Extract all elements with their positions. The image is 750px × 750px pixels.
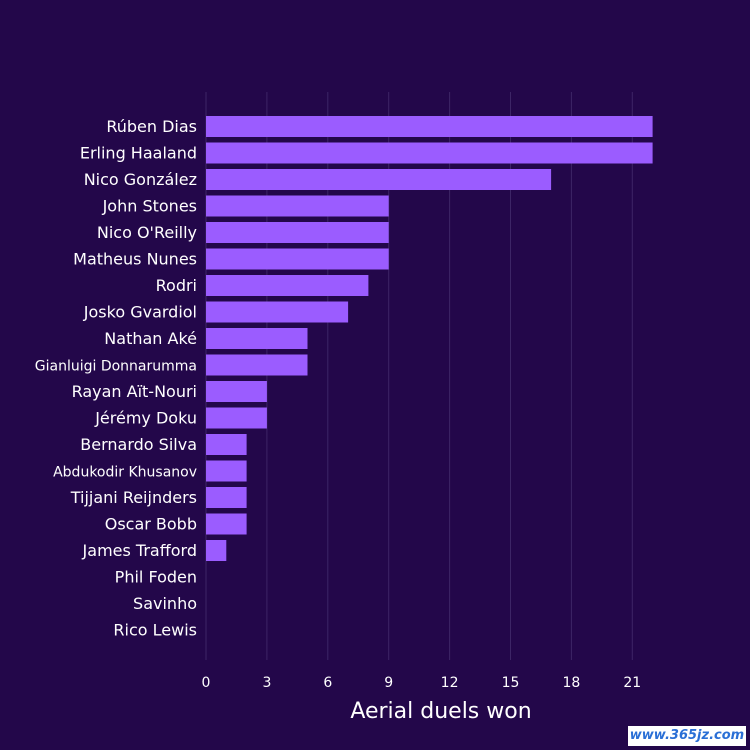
bar (206, 513, 247, 535)
watermark: www.365jz.com (628, 726, 746, 746)
bar (206, 116, 653, 137)
category-label: Oscar Bobb (105, 515, 197, 534)
category-label: Nico O'Reilly (97, 223, 197, 242)
bars (206, 116, 653, 561)
category-label: Tijjani Reijnders (70, 488, 197, 507)
bar (206, 275, 369, 296)
category-label: John Stones (102, 197, 197, 216)
category-label: Josko Gvardiol (83, 303, 197, 322)
x-tick-label: 3 (262, 675, 271, 691)
bar (206, 169, 552, 190)
category-labels: Rúben Dias Erling Haaland Nico González Joh… (35, 117, 197, 640)
bar (206, 328, 308, 349)
bar (206, 354, 308, 376)
category-label: Bernardo Silva (80, 435, 197, 454)
x-tick-label: 0 (202, 675, 211, 691)
category-label: Rúben Dias (106, 117, 197, 136)
category-label: Gianluigi Donnarumma (35, 359, 197, 375)
x-tick-labels: 0 3 6 9 12 15 18 21 (202, 675, 642, 691)
category-label: Rico Lewis (113, 621, 197, 640)
category-label: Rayan Aït-Nouri (72, 382, 197, 401)
bar (206, 487, 247, 508)
category-label: Matheus Nunes (73, 250, 197, 269)
category-label: Abdukodir Khusanov (53, 465, 197, 481)
x-tick-label: 9 (384, 675, 393, 691)
category-label: Nathan Aké (104, 329, 197, 348)
category-label: Savinho (133, 594, 197, 613)
category-label: Rodri (156, 276, 197, 295)
category-label: Jérémy Doku (94, 409, 197, 428)
bar (206, 407, 267, 429)
bar (206, 434, 247, 455)
category-label: Erling Haaland (80, 144, 197, 163)
category-label: James Trafford (82, 541, 197, 560)
bar (206, 222, 389, 243)
bar (206, 142, 653, 164)
x-tick-label: 6 (323, 675, 332, 691)
bar (206, 301, 349, 323)
x-tick-label: 21 (623, 675, 641, 691)
bar (206, 381, 267, 402)
bar (206, 540, 227, 561)
x-tick-label: 12 (441, 675, 459, 691)
bar (206, 460, 247, 482)
x-tick-label: 15 (502, 675, 520, 691)
x-axis-label: Aerial duels won (350, 699, 531, 724)
category-label: Nico González (84, 170, 197, 189)
category-label: Phil Foden (115, 568, 197, 587)
x-tick-label: 18 (562, 675, 580, 691)
bar (206, 195, 389, 217)
bar (206, 248, 389, 270)
